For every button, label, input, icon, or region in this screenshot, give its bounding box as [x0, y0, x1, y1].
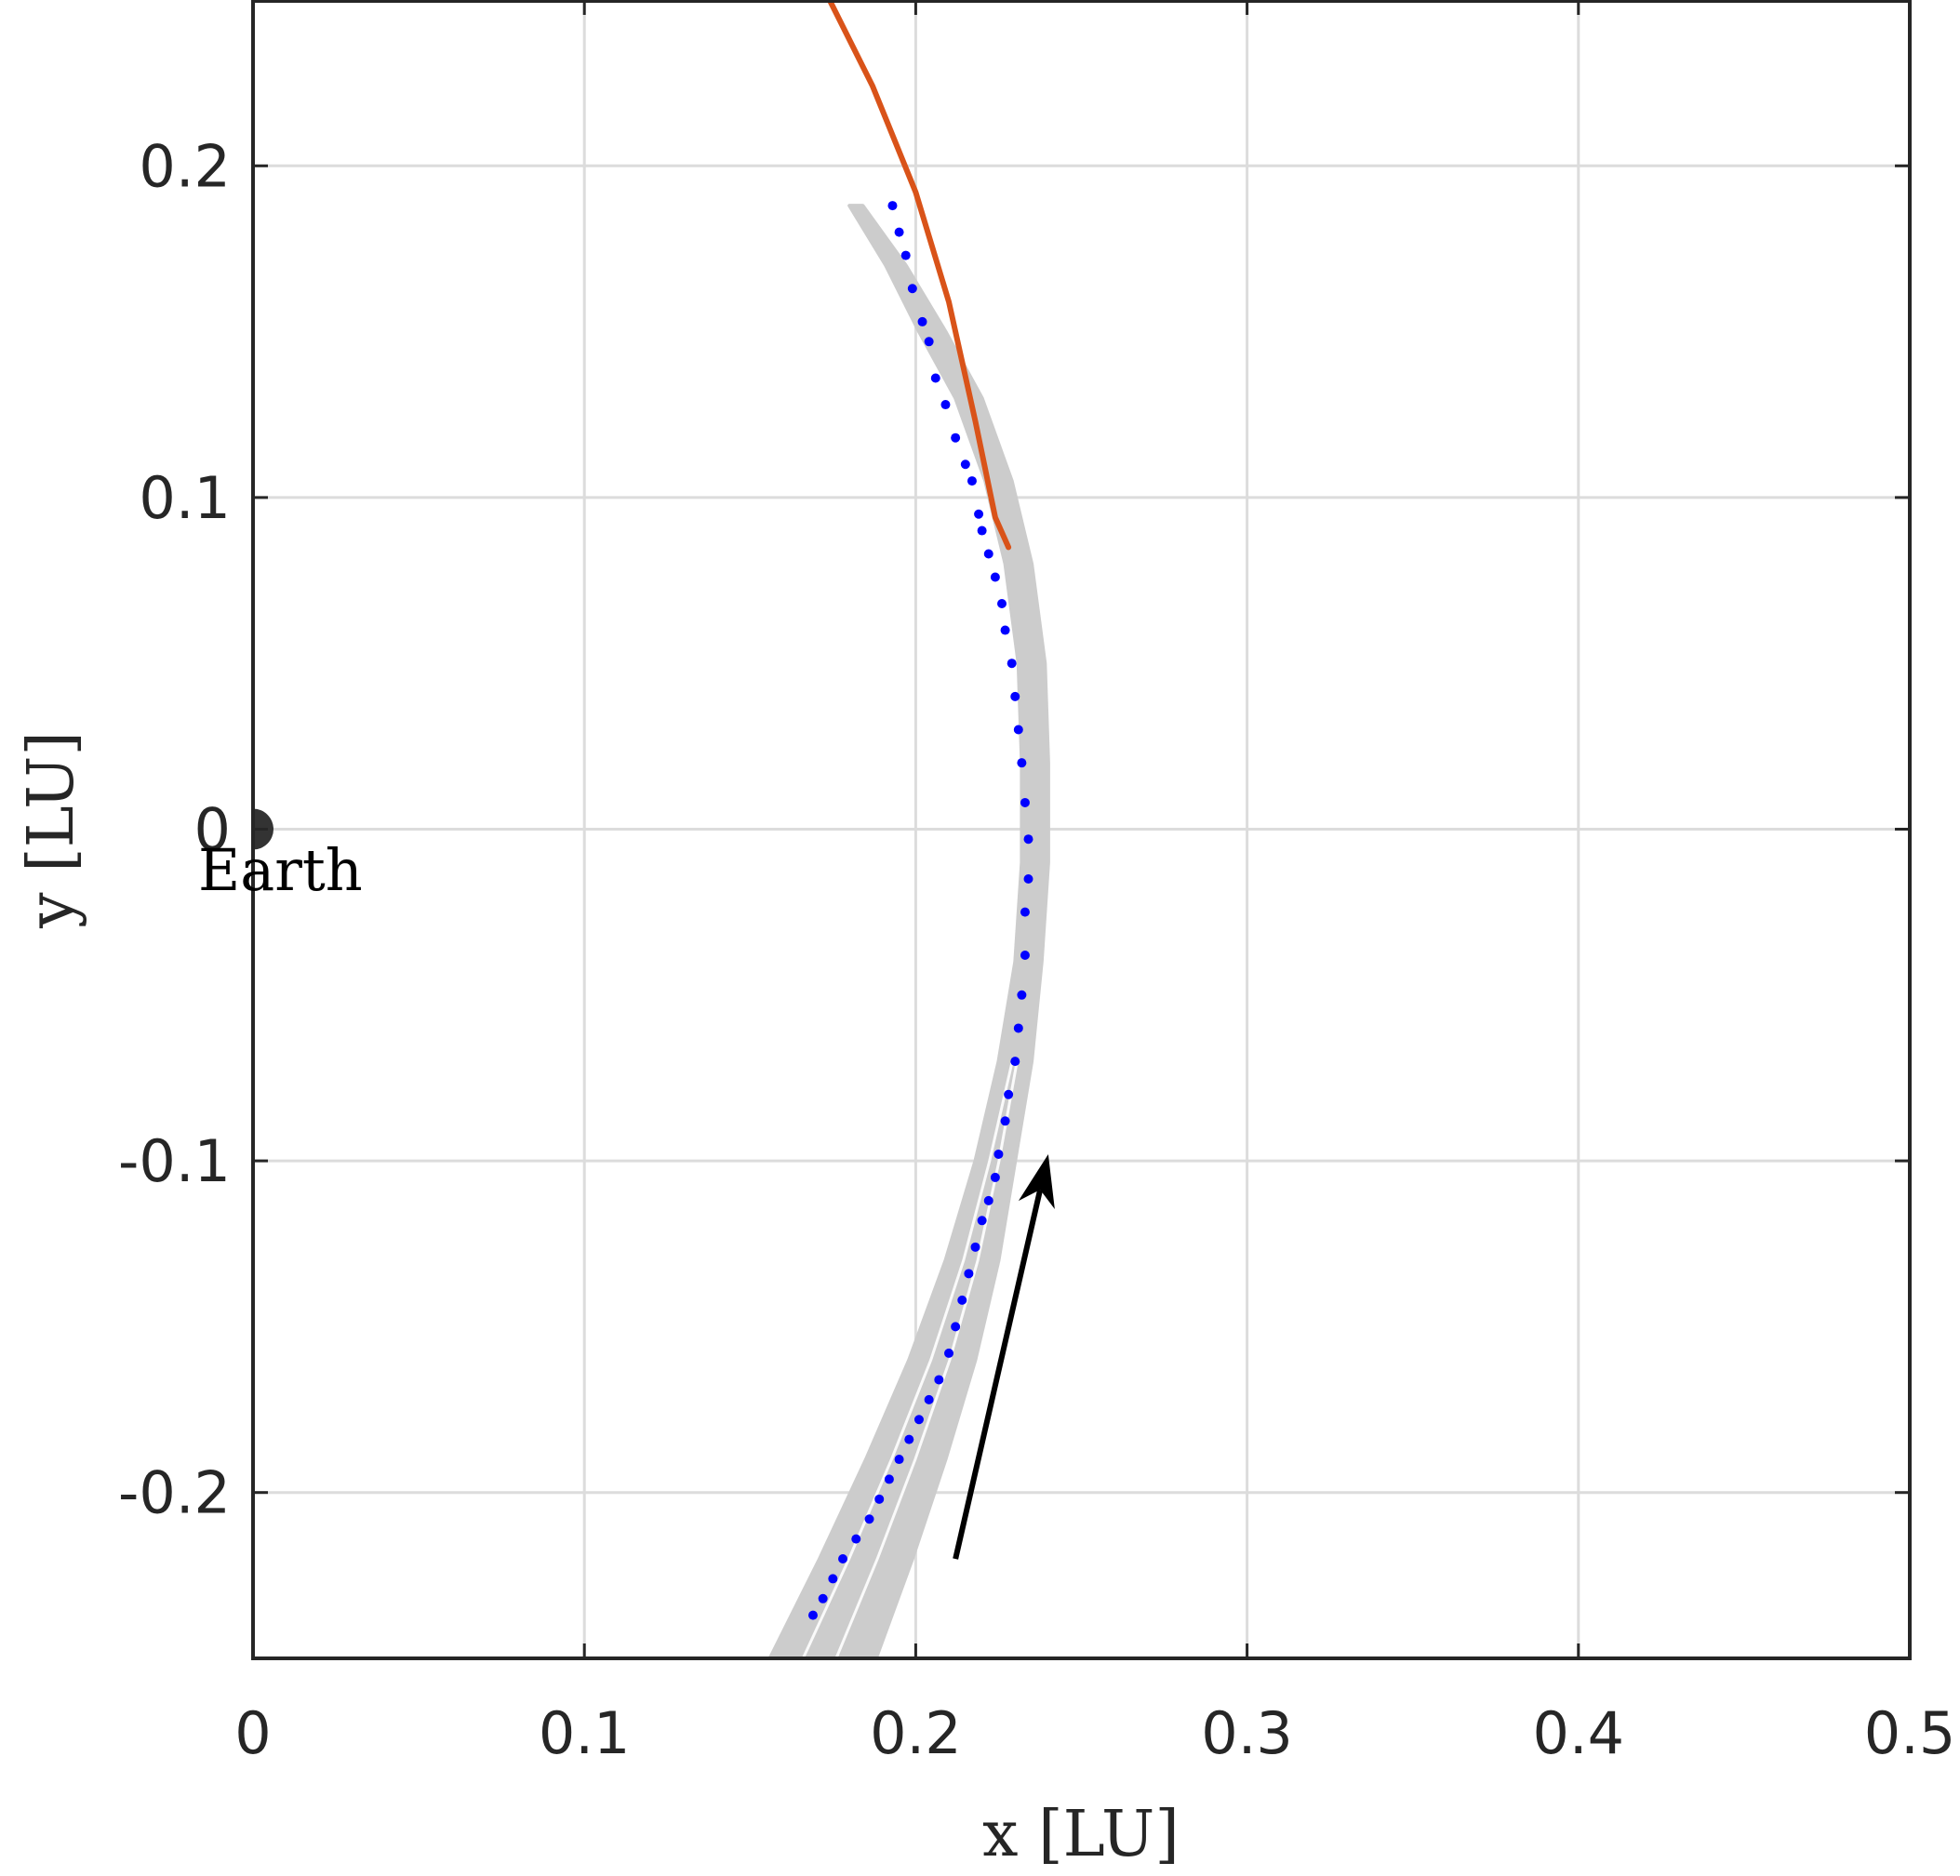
sample-point: [964, 1269, 974, 1279]
sample-point: [864, 1514, 874, 1524]
bundle-strand-gap: [834, 1060, 1019, 1659]
sample-point: [960, 459, 970, 470]
grid: [251, 0, 1912, 1658]
x-tick-label: 0.2: [870, 1699, 962, 1767]
sample-point: [924, 1394, 934, 1404]
sample-point: [993, 1149, 1004, 1159]
sample-point: [838, 1554, 848, 1564]
sample-point: [884, 1474, 894, 1484]
y-tick-label: 0.2: [139, 132, 231, 200]
trajectory-bundle: [767, 204, 1050, 1660]
x-axis-label: x [LU]: [982, 1798, 1180, 1871]
sample-point: [874, 1494, 885, 1504]
y-tick-label: 0.1: [139, 464, 231, 532]
bundle-band: [767, 204, 1050, 1660]
sample-point: [990, 1172, 1000, 1182]
sample-point: [1010, 1057, 1020, 1067]
sample-point: [1023, 873, 1033, 884]
y-axis-label: y [LU]: [15, 731, 88, 929]
sample-point: [907, 284, 917, 294]
sample-point: [1020, 907, 1030, 917]
y-tick-label: -0.2: [118, 1459, 231, 1527]
sample-points: [807, 201, 1033, 1620]
reference-orbit-line: [826, 0, 1012, 551]
x-tick-label: 0.1: [539, 1699, 631, 1767]
direction-arrow: [953, 1153, 1055, 1560]
sample-point: [1013, 725, 1023, 735]
sample-point: [1010, 691, 1020, 701]
sample-point: [970, 1242, 980, 1252]
sample-point: [917, 316, 927, 326]
sample-point: [934, 1375, 944, 1385]
sample-point: [1017, 758, 1027, 768]
sample-point: [944, 1348, 954, 1358]
sample-point: [851, 1534, 861, 1544]
sample-point: [1000, 1116, 1010, 1126]
sample-point: [1004, 1089, 1014, 1099]
sample-point: [1007, 659, 1017, 669]
earth-label: Earth: [198, 836, 363, 904]
sample-point: [913, 1415, 924, 1425]
sample-point: [974, 509, 984, 519]
sample-point: [894, 1455, 904, 1465]
sample-point: [828, 1574, 838, 1584]
y-tick-labels: -0.2 -0.1 0 0.1 0.2: [118, 132, 231, 1526]
sample-point: [951, 432, 961, 443]
arrow-shaft: [953, 1189, 1044, 1560]
x-tick-label: 0.5: [1864, 1699, 1956, 1767]
sample-point: [990, 572, 1000, 582]
sample-point: [900, 250, 911, 260]
sample-point: [1013, 1023, 1023, 1033]
sample-point: [940, 400, 951, 410]
sample-point: [977, 526, 987, 536]
sample-point: [977, 1216, 987, 1226]
sample-point: [887, 201, 898, 211]
bundle-strand-gap: [801, 1060, 1014, 1659]
sample-point: [957, 1295, 967, 1305]
x-tick-label: 0: [234, 1699, 271, 1767]
reference-orbit: [826, 0, 1012, 551]
sample-point: [1000, 625, 1010, 635]
sample-point: [1023, 834, 1033, 845]
sample-point: [1020, 797, 1030, 807]
x-tick-label: 0.3: [1201, 1699, 1293, 1767]
sample-point: [807, 1610, 818, 1620]
sample-point: [951, 1322, 961, 1332]
sample-point: [1017, 990, 1027, 1000]
arrow-head: [1018, 1153, 1055, 1210]
sample-point: [983, 1195, 993, 1205]
sample-point: [1020, 951, 1030, 961]
y-tick-label: 0: [194, 796, 231, 864]
sample-point: [894, 227, 904, 237]
sample-point: [967, 476, 977, 486]
sample-point: [930, 373, 940, 383]
x-tick-label: 0.4: [1532, 1699, 1624, 1767]
sample-point: [997, 599, 1007, 609]
sample-point: [924, 337, 934, 347]
x-tick-labels: 0 0.1 0.2 0.3 0.4 0.5: [234, 1699, 1955, 1767]
sample-point: [904, 1434, 914, 1444]
y-tick-label: -0.1: [118, 1127, 231, 1195]
sample-point: [983, 549, 993, 559]
axes-frame: [251, 0, 1912, 1660]
sample-point: [818, 1593, 828, 1603]
